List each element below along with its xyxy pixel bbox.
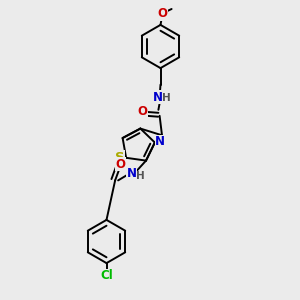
Text: N: N [127, 167, 136, 180]
Text: N: N [152, 91, 163, 104]
Text: S: S [115, 151, 124, 164]
Text: H: H [136, 172, 145, 182]
Text: Cl: Cl [100, 269, 113, 282]
Text: O: O [157, 7, 167, 20]
Text: H: H [162, 93, 171, 103]
Text: O: O [138, 105, 148, 118]
Text: O: O [116, 158, 125, 171]
Text: N: N [155, 135, 165, 148]
